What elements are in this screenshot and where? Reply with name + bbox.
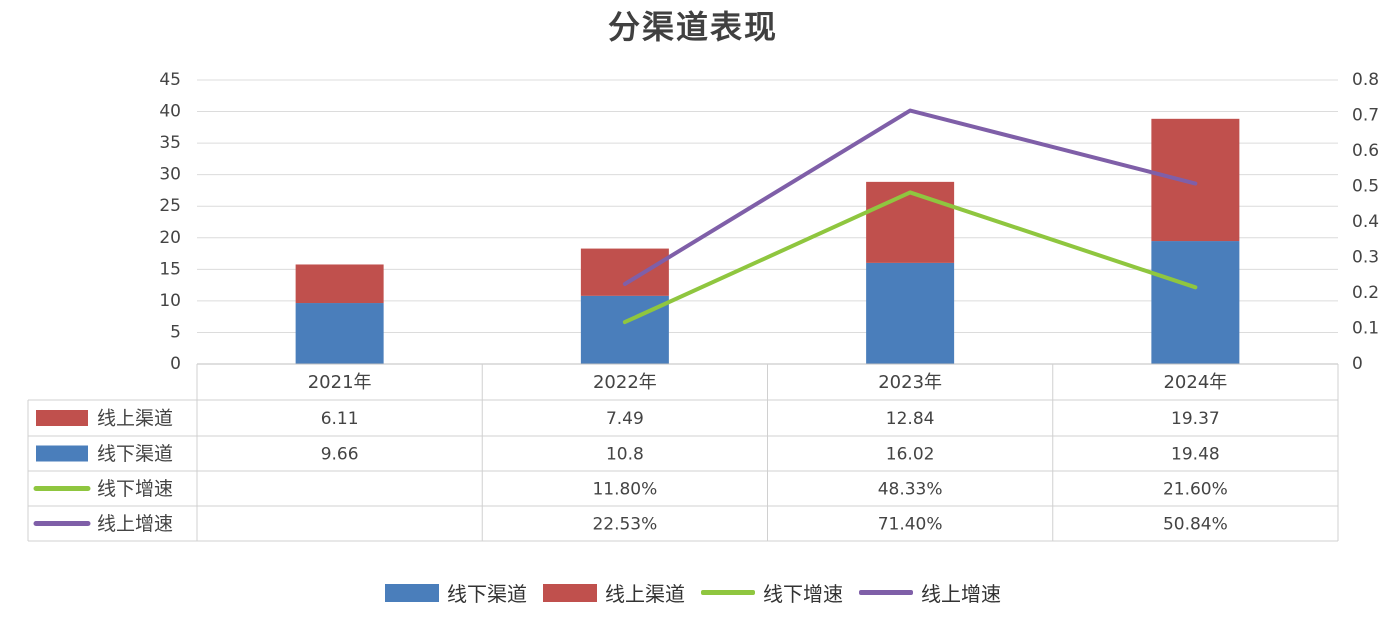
y-right-tick-label: 0.3	[1352, 248, 1379, 268]
legend-swatch	[859, 590, 913, 595]
table-cell: 10.8	[606, 445, 644, 465]
table-cell: 7.49	[606, 409, 644, 429]
table-cell: 19.48	[1171, 445, 1220, 465]
y-left-tick-label: 25	[159, 196, 181, 216]
y-left-tick-label: 30	[159, 165, 181, 185]
table-cell: 11.80%	[592, 480, 657, 500]
y-left-tick-label: 20	[159, 228, 181, 248]
y-left-tick-label: 0	[170, 354, 181, 374]
legend-swatch	[543, 583, 597, 602]
legend-label: 线下增速	[763, 582, 843, 606]
legend-swatch	[701, 590, 755, 595]
y-left-tick-label: 40	[159, 102, 181, 122]
table-row-label: 线下渠道	[97, 443, 173, 465]
bar-segment	[866, 181, 955, 263]
table-row-label: 线上渠道	[97, 408, 173, 430]
table-row-label: 线下增速	[97, 478, 173, 500]
y-right-tick-label: 0.2	[1352, 283, 1379, 303]
chart-legend: 线下渠道 线上渠道 线下增速 线上增速	[0, 578, 1386, 607]
bar-segment	[295, 303, 384, 364]
y-right-tick-label: 0.1	[1352, 319, 1379, 339]
bar-segment	[580, 248, 669, 296]
y-left-tick-label: 15	[159, 259, 181, 279]
bar-segment	[295, 264, 384, 304]
series-line	[622, 108, 1198, 287]
table-legend-key	[36, 445, 88, 462]
legend-label: 线上增速	[921, 582, 1001, 606]
x-category-label: 2023年	[878, 372, 942, 393]
series-line	[622, 190, 1198, 325]
table-cell: 6.11	[321, 409, 359, 429]
y-left-tick-label: 5	[170, 322, 181, 342]
x-category-label: 2022年	[593, 372, 657, 393]
table-cell: 22.53%	[592, 515, 657, 535]
x-category-label: 2021年	[308, 372, 372, 393]
table-cell: 48.33%	[878, 480, 943, 500]
table-cell: 16.02	[886, 445, 935, 465]
y-right-tick-label: 0.6	[1352, 141, 1379, 161]
table-cell: 19.37	[1171, 409, 1220, 429]
legend-item: 线上增速	[859, 578, 1001, 607]
legend-item: 线上渠道	[543, 578, 685, 607]
bar-segment	[1151, 241, 1240, 364]
table-cell: 12.84	[886, 409, 935, 429]
y-right-tick-label: 0.8	[1352, 70, 1379, 90]
bar-segment	[1151, 118, 1240, 242]
y-right-tick-label: 0.4	[1352, 212, 1379, 232]
y-left-tick-label: 45	[159, 70, 181, 90]
bar-segment	[866, 262, 955, 364]
y-left-tick-label: 35	[159, 133, 181, 153]
legend-item: 线下渠道	[385, 578, 527, 607]
table-cell: 50.84%	[1163, 515, 1228, 535]
x-category-label: 2024年	[1163, 372, 1227, 393]
legend-item: 线下增速	[701, 578, 843, 607]
y-right-tick-label: 0	[1352, 354, 1363, 374]
y-right-tick-label: 0.7	[1352, 106, 1379, 126]
legend-label: 线下渠道	[447, 582, 527, 606]
table-cell: 71.40%	[878, 515, 943, 535]
y-right-tick-label: 0.5	[1352, 177, 1379, 197]
legend-label: 线上渠道	[605, 582, 685, 606]
table-legend-key	[36, 410, 88, 426]
legend-swatch	[385, 583, 439, 602]
y-left-tick-label: 10	[159, 291, 181, 311]
table-cell: 9.66	[321, 445, 359, 465]
table-row-label: 线上增速	[97, 513, 173, 535]
chart-title: 分渠道表现	[607, 8, 778, 46]
table-cell: 21.60%	[1163, 480, 1228, 500]
